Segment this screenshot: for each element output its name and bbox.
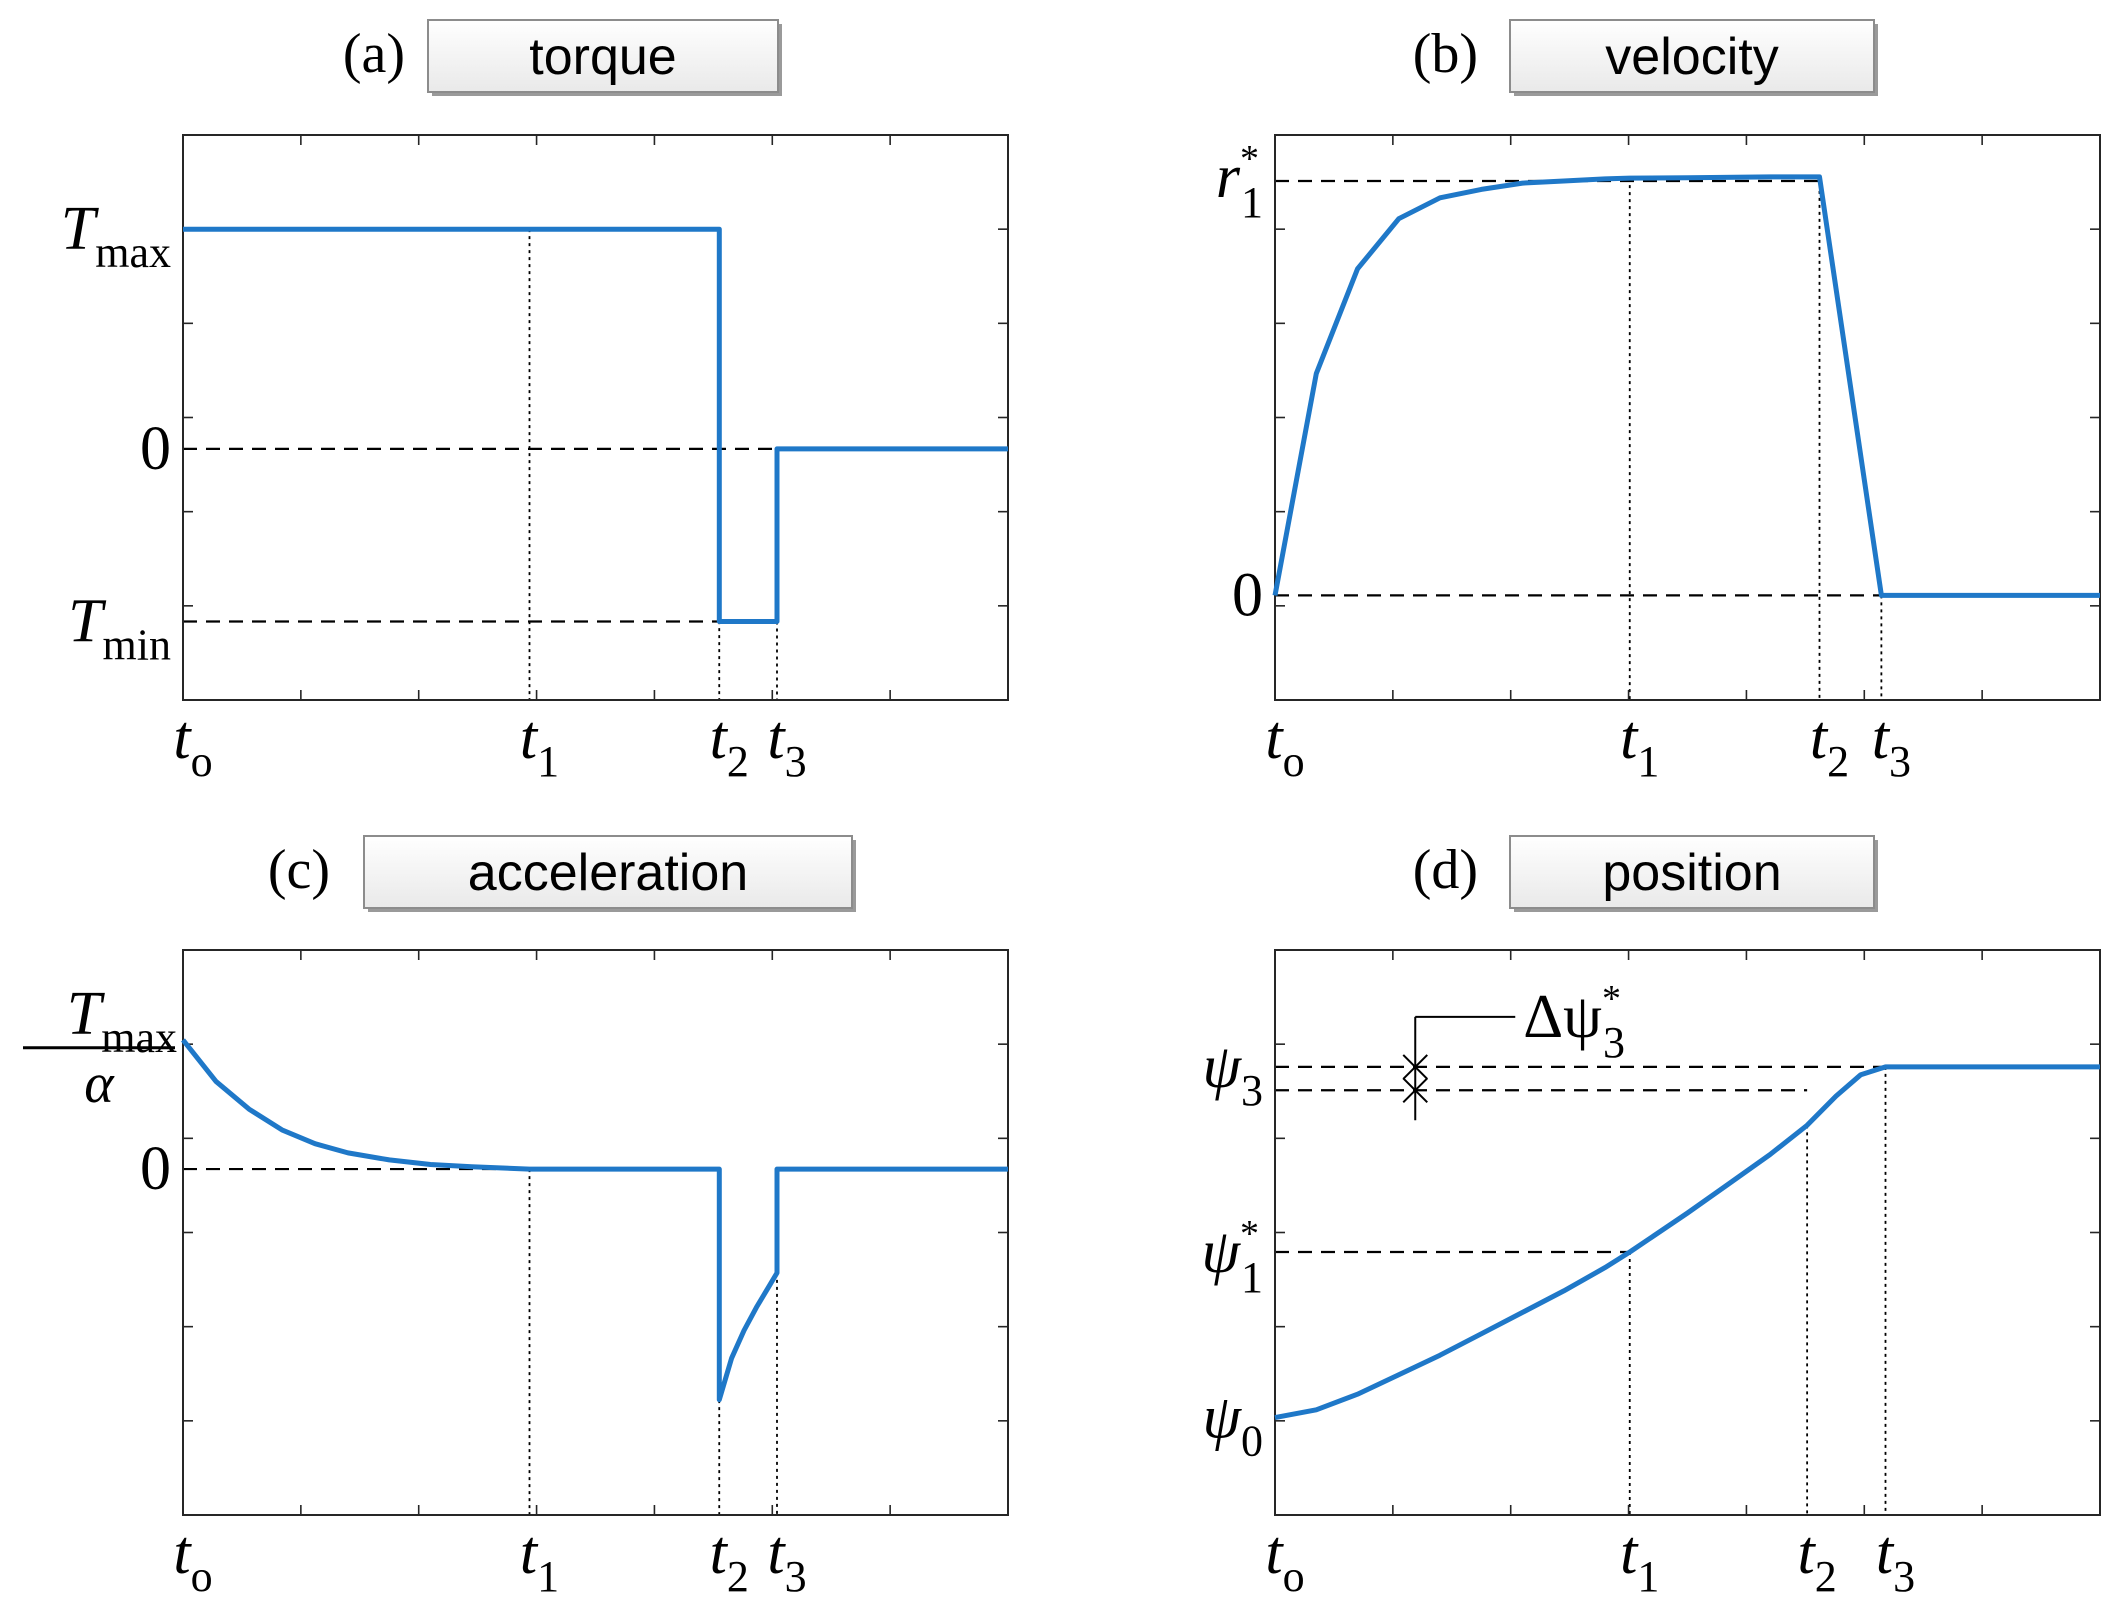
y-tick-label: ψ* 1 xyxy=(1201,1213,1263,1302)
x-tick-label: t2 xyxy=(710,1519,749,1601)
annotation-cross xyxy=(1402,1077,1428,1103)
title-box xyxy=(363,835,853,909)
panel-b: (b) velocity to t1 t2 t3 r* 1 0 xyxy=(1216,19,2101,786)
y-tick-label: Tmax xyxy=(67,980,177,1062)
series-line xyxy=(181,1038,1008,1403)
series-line xyxy=(183,226,1008,624)
annotation-label: Δψ* 3 xyxy=(1523,978,1625,1067)
y-tick-label: 0 xyxy=(1232,561,1263,629)
y-tick-label: 0 xyxy=(140,1135,171,1203)
panel-label: (d) xyxy=(1413,839,1478,901)
x-tick-label: t1 xyxy=(1620,704,1659,786)
chart-title: velocity xyxy=(1605,28,1778,86)
panel-a: (a) torque to t1 t2 t3 Tmax 0 Tmin xyxy=(61,19,1009,786)
x-tick-label: to xyxy=(173,704,212,786)
axes-frame xyxy=(1274,949,2101,1516)
x-tick-label: to xyxy=(173,1519,212,1601)
panel-d: (d) position to t1 t2 t3 ψ3 ψ* 1 ψ0 Δψ* 3 xyxy=(1201,835,2101,1601)
title-box xyxy=(427,19,779,93)
x-tick-label: t3 xyxy=(767,704,806,786)
y-tick-label: ψ0 xyxy=(1202,1384,1263,1466)
x-tick-label: to xyxy=(1265,1519,1304,1601)
panel-label: (a) xyxy=(343,23,405,85)
y-tick-label: Tmax xyxy=(61,195,171,277)
x-tick-label: t3 xyxy=(1876,1519,1915,1601)
title-box xyxy=(1509,835,1875,909)
y-tick-label: ψ3 xyxy=(1202,1033,1263,1115)
axes-frame xyxy=(182,949,1009,1516)
panel-label: (b) xyxy=(1413,23,1478,85)
x-tick-label: t1 xyxy=(520,1519,559,1601)
y-tick-denominator: α xyxy=(84,1053,115,1115)
y-tick-label: Tmin xyxy=(68,588,171,670)
x-tick-label: t1 xyxy=(1620,1519,1659,1601)
x-tick-label: t3 xyxy=(1872,704,1911,786)
x-tick-label: t1 xyxy=(520,704,559,786)
x-tick-label: t3 xyxy=(767,1519,806,1601)
title-box xyxy=(1509,19,1875,93)
series-line xyxy=(1272,174,2100,598)
x-tick-label: to xyxy=(1265,704,1304,786)
chart-title: torque xyxy=(529,28,676,86)
x-tick-label: t2 xyxy=(1798,1519,1837,1601)
x-tick-label: t2 xyxy=(1810,704,1849,786)
annotation-cross xyxy=(1402,1054,1428,1080)
panel-label: (c) xyxy=(268,839,330,901)
y-tick-label: 0 xyxy=(140,415,171,483)
axes-frame xyxy=(182,134,1009,701)
series-line xyxy=(1274,1064,2100,1421)
chart-title: position xyxy=(1602,844,1781,902)
chart-title: acceleration xyxy=(468,844,748,902)
x-tick-label: t2 xyxy=(710,704,749,786)
y-tick-label: r* 1 xyxy=(1216,138,1263,227)
